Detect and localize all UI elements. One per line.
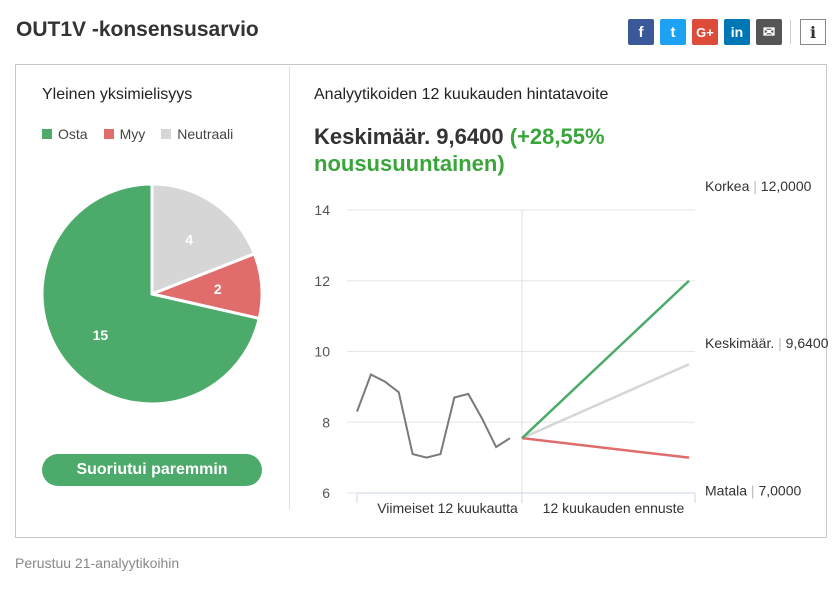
series-label-high: Korkea | 12,0000 [705,178,812,194]
legend-swatch-sell [103,129,114,139]
info-icon[interactable]: i [800,19,826,45]
price-target-chart: 6 8 10 12 14 Viimeiset 12 kuukautta 12 kuukaud… [314,178,829,516]
pie-slice-neutral [150,182,257,297]
legend-item-neutral: Neutraali [161,126,233,142]
series-label-average: Keskimäär. | 9,6400 [705,335,829,351]
average-target-change: (+28,55% [509,124,605,149]
rating-badge: Suoriutui paremmin [42,454,262,486]
panel-divider [289,66,290,510]
history-line [356,373,511,459]
pie-legend: Osta Myy Neutraali [42,126,249,142]
legend-label-sell: Myy [119,126,146,142]
y-tick-label-12: 12 [314,273,330,289]
average-target-direction: noususuuntainen) [314,151,505,176]
pie-slice-buy [40,182,262,406]
facebook-icon[interactable]: f [628,19,654,45]
legend-item-sell: Myy [103,126,146,142]
legend-swatch-neutral [161,129,172,139]
x-label-history: Viimeiset 12 kuukautta [377,500,518,516]
pie-label-neutral: 4 [185,231,193,247]
consensus-panel [15,64,827,538]
y-tick-label-10: 10 [314,344,330,360]
legend-label-neutral: Neutraali [177,126,234,142]
legend-item-buy: Osta [42,126,88,142]
forecast-line-high [521,279,690,440]
mail-icon[interactable]: ✉ [756,19,782,45]
pie-label-buy: 15 [93,327,109,343]
legend-label-buy: Osta [58,126,88,142]
legend-swatch-buy [42,129,52,139]
twitter-icon[interactable]: t [660,19,686,45]
x-label-forecast: 12 kuukauden ennuste [543,500,685,516]
series-label-low: Matala | 7,0000 [705,483,801,499]
y-tick-label-6: 6 [322,485,330,501]
consensus-pie-chart: 4 2 15 [40,182,264,406]
google-plus-icon[interactable]: G+ [692,19,718,45]
forecast-line-low [521,436,690,459]
pie-label-sell: 2 [214,281,222,297]
share-separator [790,20,791,44]
page-title: OUT1V -konsensusarvio [16,18,259,41]
forecast-line-average [521,363,690,440]
linkedin-icon[interactable]: in [724,19,750,45]
average-target-value: Keskimäär. 9,6400 [314,124,504,149]
price-target-title: Analyytikoiden 12 kuukauden hintatavoite [314,86,609,103]
share-buttons: f t G+ in ✉ [628,19,788,45]
footer-note: Perustuu 21-analyytikoihin [15,555,180,571]
y-tick-label-14: 14 [314,202,330,218]
average-target: Keskimäär. 9,6400 (+28,55% noususuuntain… [314,123,644,177]
consensus-title: Yleinen yksimielisyys [42,86,193,103]
y-tick-label-8: 8 [322,414,330,430]
